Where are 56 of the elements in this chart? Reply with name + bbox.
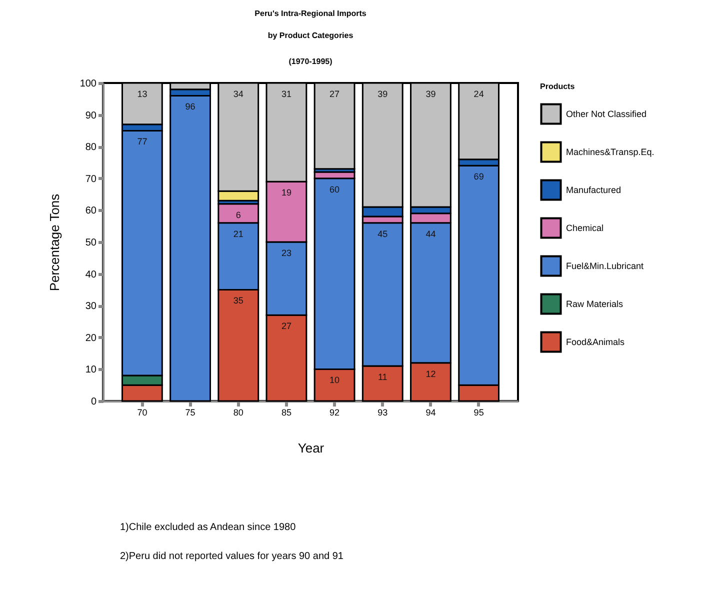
legend-label: Machines&Transp.Eq. [566, 147, 654, 157]
x-axis-title: Year [298, 440, 325, 456]
data-label: 11 [378, 372, 388, 382]
x-tick-label: 95 [474, 408, 484, 418]
y-tick-label: 40 [85, 269, 97, 280]
data-label: 45 [378, 228, 388, 239]
data-label: 23 [281, 248, 292, 258]
y-tick-label: 80 [85, 142, 97, 154]
legend-title: Products [540, 82, 576, 91]
data-label: 96 [185, 102, 196, 112]
x-tick-label: 70 [137, 408, 148, 418]
x-tick-label: 93 [378, 408, 388, 418]
text: 2)Peru did not reported values for years 90 and 91 [120, 551, 344, 562]
y-tick-label: 0 [90, 396, 97, 408]
data-label: 34 [233, 89, 244, 99]
text: 1)Chile excluded as Andean since 1980 [120, 522, 297, 533]
data-label: 27 [330, 89, 340, 99]
data-label: 13 [137, 89, 148, 99]
data-label: 27 [281, 321, 292, 332]
x-tick-label: 80 [233, 408, 244, 418]
y-tick-label: 60 [85, 206, 97, 217]
legend-label: Chemical [566, 223, 604, 233]
y-tick-label: 100 [80, 78, 97, 90]
y-tick-label: 30 [85, 301, 97, 312]
data-label: 19 [281, 188, 292, 198]
chart-subtitle: by Product Categories [268, 31, 354, 40]
data-label: 6 [236, 210, 241, 220]
y-tick-label: 10 [85, 364, 97, 376]
data-label: 77 [137, 136, 148, 147]
x-tick-label: 85 [281, 408, 292, 418]
y-axis-title: Percentage Tons [46, 193, 62, 292]
data-label: 39 [378, 89, 388, 99]
legend-label: Raw Materials [566, 299, 624, 309]
legend-label: Other Not Classified [566, 109, 647, 119]
chart-title: Peru's Intra-Regional Imports [254, 9, 367, 18]
data-label: 24 [474, 89, 484, 99]
y-tick-label: 90 [85, 110, 97, 122]
y-tick-label: 50 [85, 238, 97, 248]
text: (1970-1995) [288, 57, 333, 66]
data-label: 21 [233, 228, 244, 239]
data-label: 10 [330, 375, 340, 386]
x-tick-label: 75 [185, 408, 196, 418]
x-tick-label: 94 [426, 408, 436, 418]
legend-label: Food&Animals [566, 337, 626, 347]
legend-label: Fuel&Min.Lubricant [566, 261, 644, 271]
data-label: 31 [281, 89, 292, 99]
y-tick-label: 20 [85, 332, 97, 344]
x-tick-label: 92 [330, 408, 340, 418]
data-label: 44 [426, 228, 436, 239]
legend-label: Manufactured [566, 185, 622, 195]
data-label: 39 [426, 89, 436, 99]
data-label: 35 [233, 296, 244, 306]
data-label: 12 [426, 368, 436, 379]
y-tick-label: 70 [85, 174, 97, 185]
data-label: 60 [330, 184, 340, 194]
data-label: 69 [474, 172, 484, 182]
